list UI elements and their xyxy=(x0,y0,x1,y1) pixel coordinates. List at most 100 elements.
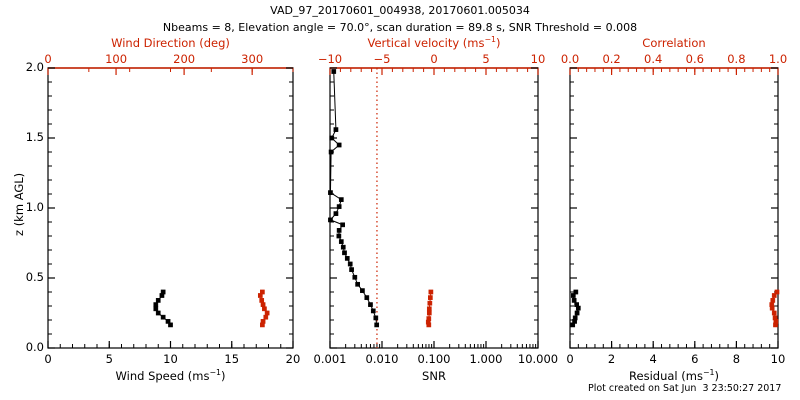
data-point-snr xyxy=(336,228,342,233)
x-axis-top-title-p3: Correlation xyxy=(642,36,706,50)
data-point-residual xyxy=(570,293,576,298)
data-point-snr xyxy=(331,69,337,74)
x-tick-bottom-p1: 5 xyxy=(105,352,113,366)
x-tick-bottom-p1: 0 xyxy=(44,352,52,366)
data-point-snr xyxy=(352,274,358,280)
figure-title: VAD_97_20170601_004938, 20170601.005034 xyxy=(270,4,530,17)
x-tick-top-p2: 10 xyxy=(530,52,546,66)
data-point-vertical-velocity xyxy=(426,322,432,328)
x-tick-top-p2: 5 xyxy=(482,52,490,66)
data-point-snr xyxy=(373,315,379,321)
x-tick-top-p3: 0.0 xyxy=(560,52,580,66)
data-point-wind-direction xyxy=(257,293,263,298)
x-tick-top-p2: −5 xyxy=(373,52,391,66)
data-point-snr xyxy=(340,222,345,228)
data-point-wind-speed xyxy=(168,322,173,328)
data-point-snr xyxy=(374,322,380,328)
data-point-snr xyxy=(355,281,360,287)
data-point-snr xyxy=(364,295,370,300)
x-tick-bottom-p1: 15 xyxy=(224,352,240,366)
x-tick-top-p1: 100 xyxy=(105,52,128,66)
x-tick-top-p1: 300 xyxy=(241,52,264,66)
data-point-wind-direction xyxy=(263,314,269,320)
data-point-snr xyxy=(360,288,365,293)
x-axis-bottom-title-p2: SNR xyxy=(422,369,446,383)
data-point-wind-speed xyxy=(160,314,166,320)
data-point-snr xyxy=(338,197,344,202)
data-point-snr xyxy=(328,190,333,195)
data-point-residual xyxy=(570,322,576,328)
data-point-wind-speed xyxy=(165,319,171,324)
data-point-wind-speed xyxy=(153,306,159,312)
data-point-snr xyxy=(368,302,373,307)
x-tick-bottom-p3: 4 xyxy=(649,352,657,366)
x-tick-top-p3: 0.4 xyxy=(644,52,663,66)
x-axis-top-title-p1: Wind Direction (deg) xyxy=(111,36,230,50)
x-tick-top-p2: 0 xyxy=(430,52,438,66)
data-point-residual xyxy=(574,310,580,316)
x-axis-top-title-p2: Vertical velocity (ms−1) xyxy=(367,35,501,50)
data-point-correlation xyxy=(770,298,776,303)
x-tick-bottom-p3: 10 xyxy=(770,352,786,366)
figure-subtitle: Nbeams = 8, Elevation angle = 70.0°, sca… xyxy=(163,21,637,34)
data-point-snr xyxy=(333,211,339,216)
x-tick-bottom-p2: 0.100 xyxy=(417,352,451,366)
data-point-vertical-velocity xyxy=(427,300,433,306)
data-point-wind-speed xyxy=(155,298,161,303)
x-tick-top-p3: 0.8 xyxy=(727,52,746,66)
x-tick-bottom-p2: 10.000 xyxy=(517,352,559,366)
data-point-snr xyxy=(328,217,333,223)
subtitle-text: Nbeams = 8, Elevation angle = 70.0°, sca… xyxy=(162,21,638,34)
data-point-snr xyxy=(328,149,334,155)
figure-footer: Plot created on Sat Jun 3 23:50:27 2017 xyxy=(588,383,782,394)
data-point-snr xyxy=(340,244,346,250)
x-tick-bottom-p3: 0 xyxy=(566,352,574,366)
data-point-wind-speed xyxy=(153,302,159,307)
data-point-correlation xyxy=(773,322,778,328)
data-point-wind-direction xyxy=(262,306,267,312)
data-point-vertical-velocity xyxy=(428,295,433,300)
x-tick-top-p2: −10 xyxy=(317,52,343,66)
data-point-wind-direction xyxy=(264,310,270,316)
y-tick-label: 1.0 xyxy=(25,200,44,214)
data-point-snr xyxy=(336,204,342,209)
x-tick-bottom-p3: 2 xyxy=(607,352,616,366)
x-axis-bottom-title-p1: Wind Speed (ms−1) xyxy=(115,368,226,383)
y-tick-label: 0.0 xyxy=(25,340,44,354)
data-point-snr xyxy=(342,250,347,256)
data-point-snr xyxy=(329,135,335,141)
data-point-correlation xyxy=(771,310,777,316)
x-tick-bottom-p1: 20 xyxy=(285,352,301,366)
data-point-snr xyxy=(336,142,342,148)
data-point-snr xyxy=(347,261,353,267)
data-point-snr xyxy=(336,233,342,239)
data-point-wind-speed xyxy=(155,310,161,316)
x-tick-top-p3: 0.2 xyxy=(602,52,621,66)
y-tick-label: 1.5 xyxy=(25,130,44,144)
data-point-snr xyxy=(349,267,354,272)
data-point-residual xyxy=(573,289,579,295)
data-point-residual xyxy=(571,298,577,303)
data-point-snr xyxy=(370,308,376,314)
data-point-vertical-velocity xyxy=(428,289,434,295)
y-tick-label: 2.0 xyxy=(25,60,44,74)
data-point-snr xyxy=(333,127,339,132)
data-point-snr xyxy=(344,256,350,261)
x-tick-bottom-p2: 0.001 xyxy=(313,352,347,366)
x-tick-bottom-p3: 8 xyxy=(732,352,741,366)
data-point-correlation xyxy=(769,305,775,311)
x-tick-top-p3: 0.6 xyxy=(685,52,704,66)
x-tick-bottom-p3: 6 xyxy=(691,352,699,366)
data-point-wind-direction xyxy=(260,302,266,307)
data-point-snr xyxy=(338,239,344,244)
data-point-residual xyxy=(575,305,581,311)
data-point-wind-direction xyxy=(259,298,265,303)
x-tick-top-p3: 1.0 xyxy=(768,52,788,66)
x-tick-top-p1: 200 xyxy=(173,52,196,66)
x-tick-bottom-p2: 0.010 xyxy=(365,352,399,366)
data-point-wind-speed xyxy=(159,293,165,298)
data-point-wind-direction xyxy=(260,322,265,328)
x-tick-bottom-p1: 10 xyxy=(163,352,178,366)
